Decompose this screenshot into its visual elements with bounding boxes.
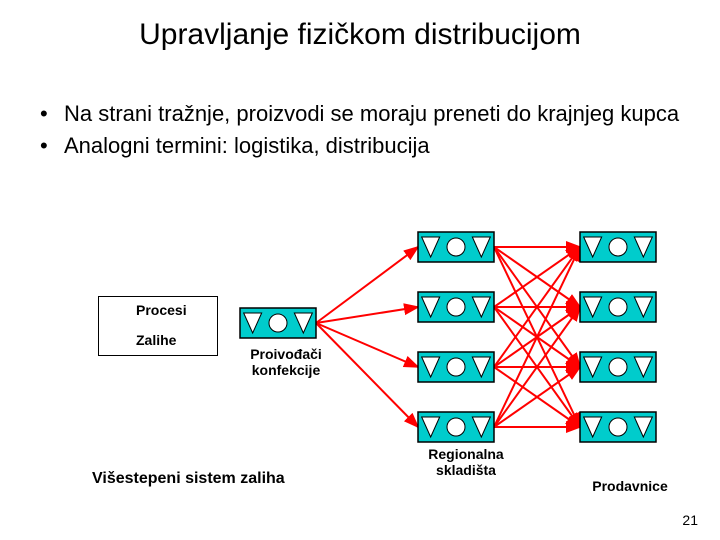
diagram-svg (0, 0, 720, 540)
caption-proizvodjaci: Proivođači konfekcije (236, 346, 336, 378)
legend-label-zalihe: Zalihe (136, 332, 176, 348)
legend-label-procesi: Procesi (136, 302, 187, 318)
bullet-marker: • (40, 100, 64, 128)
bullet-text: Na strani tražnje, proizvodi se moraju p… (64, 100, 679, 128)
bullet-text: Analogni termini: logistika, distribucij… (64, 132, 430, 160)
bullet-item: • Na strani tražnje, proizvodi se moraju… (40, 100, 680, 128)
bullet-item: • Analogni termini: logistika, distribuc… (40, 132, 680, 160)
page-title: Upravljanje fizičkom distribucijom (0, 18, 720, 52)
caption-prodavnice: Prodavnice (580, 478, 680, 494)
caption-sistem: Višestepeni sistem zaliha (92, 470, 285, 488)
caption-regionalna: Regionalna skladišta (416, 446, 516, 478)
bullet-list: • Na strani tražnje, proizvodi se moraju… (40, 100, 680, 163)
bullet-marker: • (40, 132, 64, 160)
page-number: 21 (682, 512, 698, 528)
